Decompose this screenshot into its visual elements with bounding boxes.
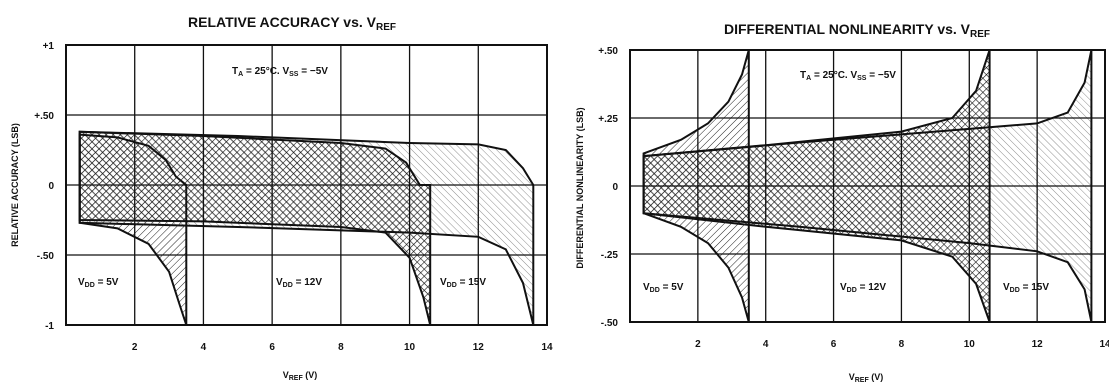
plot-area: 2 4 6 8 10 12 14 +1 +.50 0 -.50 -1: [34, 41, 553, 353]
y-tick-label: +.25: [598, 114, 618, 125]
x-tick-label: 6: [269, 342, 275, 353]
y-tick-label: 0: [612, 182, 618, 193]
y-axis-label: DIFFERENTIAL NONLINEARITY (LSB): [575, 107, 585, 268]
series-label-vdd-12v: VDD = 12V: [840, 282, 886, 294]
y-tick-label: -1: [45, 321, 54, 332]
x-tick-label: 14: [541, 342, 553, 353]
x-tick-label: 4: [763, 339, 769, 350]
x-tick-label: 8: [899, 339, 905, 350]
x-tick-label: 2: [132, 342, 138, 353]
x-tick-label: 2: [695, 339, 701, 350]
series-label-vdd-12v: VDD = 12V: [276, 277, 322, 289]
series-label-vdd-5v: VDD = 5V: [78, 277, 119, 289]
y-tick-label: -.50: [601, 318, 619, 329]
x-tick-label: 12: [1032, 339, 1044, 350]
y-tick-label: -.25: [601, 250, 619, 261]
x-tick-label: 10: [964, 339, 976, 350]
y-tick-label: 0: [48, 181, 54, 192]
x-tick-label: 14: [1099, 339, 1109, 350]
series-label-vdd-15v: VDD = 15V: [1003, 282, 1049, 294]
x-tick-label: 8: [338, 342, 344, 353]
plot-frame: [629, 49, 1106, 323]
x-tick-label: 12: [473, 342, 485, 353]
x-tick-label: 10: [404, 342, 416, 353]
y-axis-label: RELATIVE ACCURACY (LSB): [10, 123, 20, 247]
plot-frame: [65, 44, 548, 326]
y-tick-label: +.50: [598, 46, 618, 57]
series-label-vdd-15v: VDD = 15V: [440, 277, 486, 289]
conditions-annotation: TA = 25°C. VSS = −5V: [232, 66, 328, 78]
y-tick-label: +.50: [34, 111, 54, 122]
y-tick-label: -.50: [37, 251, 55, 262]
series-label-vdd-5v: VDD = 5V: [643, 282, 684, 294]
differential-nonlinearity-chart: DIFFERENTIAL NONLINEARITY vs. VREF 2 4 6 8 1…: [575, 21, 1109, 384]
x-axis-label: VREF (V): [849, 372, 884, 384]
conditions-annotation: TA = 25°C. VSS = −5V: [800, 70, 896, 82]
chart-title: DIFFERENTIAL NONLINEARITY vs. VREF: [724, 21, 990, 40]
relative-accuracy-chart: RELATIVE ACCURACY vs. VREF 2 4 6 8 10 12 14 +1 +…: [10, 14, 553, 382]
chart-title: RELATIVE ACCURACY vs. VREF: [188, 14, 396, 33]
plot-area: 2 4 6 8 10 12 14 +.50 +.25 0 -.25 -.50: [598, 46, 1109, 350]
x-tick-label: 6: [831, 339, 837, 350]
x-axis-label: VREF (V): [283, 370, 318, 382]
x-tick-label: 4: [201, 342, 207, 353]
y-tick-label: +1: [43, 41, 55, 52]
